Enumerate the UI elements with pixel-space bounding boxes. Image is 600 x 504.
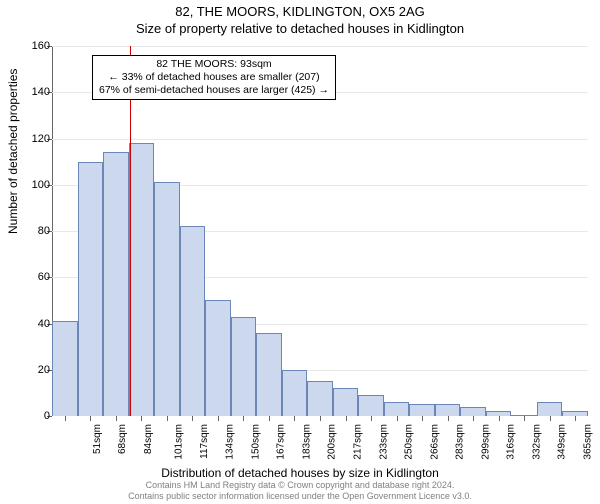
x-tick-mark xyxy=(575,416,576,421)
x-tick-label: 150sqm xyxy=(250,424,261,460)
y-tick-label: 60 xyxy=(20,271,50,283)
x-tick-mark xyxy=(218,416,219,421)
y-tick-label: 20 xyxy=(20,364,50,376)
y-tick-label: 120 xyxy=(20,133,50,145)
x-tick-mark xyxy=(524,416,525,421)
histogram-bar xyxy=(384,402,410,416)
y-tick-label: 140 xyxy=(20,86,50,98)
x-tick-mark xyxy=(243,416,244,421)
x-tick-label: 51sqm xyxy=(92,424,103,454)
histogram-bar xyxy=(78,162,104,416)
x-tick-mark xyxy=(550,416,551,421)
x-tick-label: 349sqm xyxy=(557,424,568,460)
x-tick-label: 365sqm xyxy=(582,424,593,460)
y-tick-label: 160 xyxy=(20,40,50,52)
x-tick-label: 134sqm xyxy=(225,424,236,460)
x-tick-label: 233sqm xyxy=(378,424,389,460)
x-tick-label: 283sqm xyxy=(455,424,466,460)
x-tick-mark xyxy=(448,416,449,421)
x-tick-label: 200sqm xyxy=(327,424,338,460)
footer-copyright: Contains HM Land Registry data © Crown c… xyxy=(0,480,600,502)
histogram-bar xyxy=(435,404,461,416)
x-tick-mark xyxy=(192,416,193,421)
histogram-bar xyxy=(180,226,206,416)
x-tick-label: 250sqm xyxy=(404,424,415,460)
footer-line2: Contains public sector information licen… xyxy=(0,491,600,502)
x-axis-label: Distribution of detached houses by size … xyxy=(0,466,600,480)
annotation-line3: 67% of semi-detached houses are larger (… xyxy=(99,84,329,97)
histogram-bar xyxy=(129,143,155,416)
annotation-line2: ← 33% of detached houses are smaller (20… xyxy=(99,71,329,84)
plot-area: 82 THE MOORS: 93sqm← 33% of detached hou… xyxy=(52,46,588,416)
histogram-bar xyxy=(358,395,384,416)
footer-line1: Contains HM Land Registry data © Crown c… xyxy=(0,480,600,491)
histogram-bar xyxy=(333,388,359,416)
annotation-line1: 82 THE MOORS: 93sqm xyxy=(99,58,329,71)
histogram-bar xyxy=(52,321,78,416)
x-tick-mark xyxy=(371,416,372,421)
histogram-bar xyxy=(103,152,129,416)
histogram-bar xyxy=(460,407,486,416)
marker-line xyxy=(130,46,131,416)
histogram-bar xyxy=(231,317,257,416)
x-tick-label: 316sqm xyxy=(506,424,517,460)
x-tick-mark xyxy=(141,416,142,421)
x-tick-label: 101sqm xyxy=(174,424,185,460)
x-tick-mark xyxy=(116,416,117,421)
x-tick-label: 266sqm xyxy=(429,424,440,460)
x-tick-mark xyxy=(269,416,270,421)
histogram-bar xyxy=(409,404,435,416)
chart-title-address: 82, THE MOORS, KIDLINGTON, OX5 2AG xyxy=(0,4,600,19)
x-tick-mark xyxy=(422,416,423,421)
x-tick-label: 68sqm xyxy=(117,424,128,454)
histogram-bar xyxy=(154,182,180,416)
x-tick-mark xyxy=(397,416,398,421)
histogram-bar xyxy=(282,370,308,416)
chart-area: 82 THE MOORS: 93sqm← 33% of detached hou… xyxy=(52,46,588,416)
x-tick-mark xyxy=(320,416,321,421)
x-tick-label: 84sqm xyxy=(143,424,154,454)
y-tick-label: 80 xyxy=(20,225,50,237)
gridline xyxy=(52,139,588,140)
x-tick-mark xyxy=(167,416,168,421)
x-tick-mark xyxy=(473,416,474,421)
x-tick-label: 167sqm xyxy=(276,424,287,460)
histogram-bar xyxy=(205,300,231,416)
x-tick-mark xyxy=(65,416,66,421)
chart-title-subtitle: Size of property relative to detached ho… xyxy=(0,21,600,36)
x-tick-mark xyxy=(294,416,295,421)
histogram-bar xyxy=(537,402,563,416)
x-tick-mark xyxy=(499,416,500,421)
histogram-bar xyxy=(307,381,333,416)
x-tick-mark xyxy=(346,416,347,421)
y-axis-label: Number of detached properties xyxy=(6,69,20,234)
y-tick-label: 100 xyxy=(20,179,50,191)
histogram-bar xyxy=(256,333,282,416)
y-tick-label: 40 xyxy=(20,318,50,330)
x-tick-label: 332sqm xyxy=(531,424,542,460)
y-tick-label: 0 xyxy=(20,410,50,422)
x-tick-mark xyxy=(90,416,91,421)
x-tick-label: 183sqm xyxy=(302,424,313,460)
gridline xyxy=(52,46,588,47)
x-tick-label: 117sqm xyxy=(199,424,210,459)
x-tick-label: 299sqm xyxy=(480,424,491,460)
x-tick-label: 217sqm xyxy=(353,424,364,460)
annotation-box: 82 THE MOORS: 93sqm← 33% of detached hou… xyxy=(92,55,336,100)
